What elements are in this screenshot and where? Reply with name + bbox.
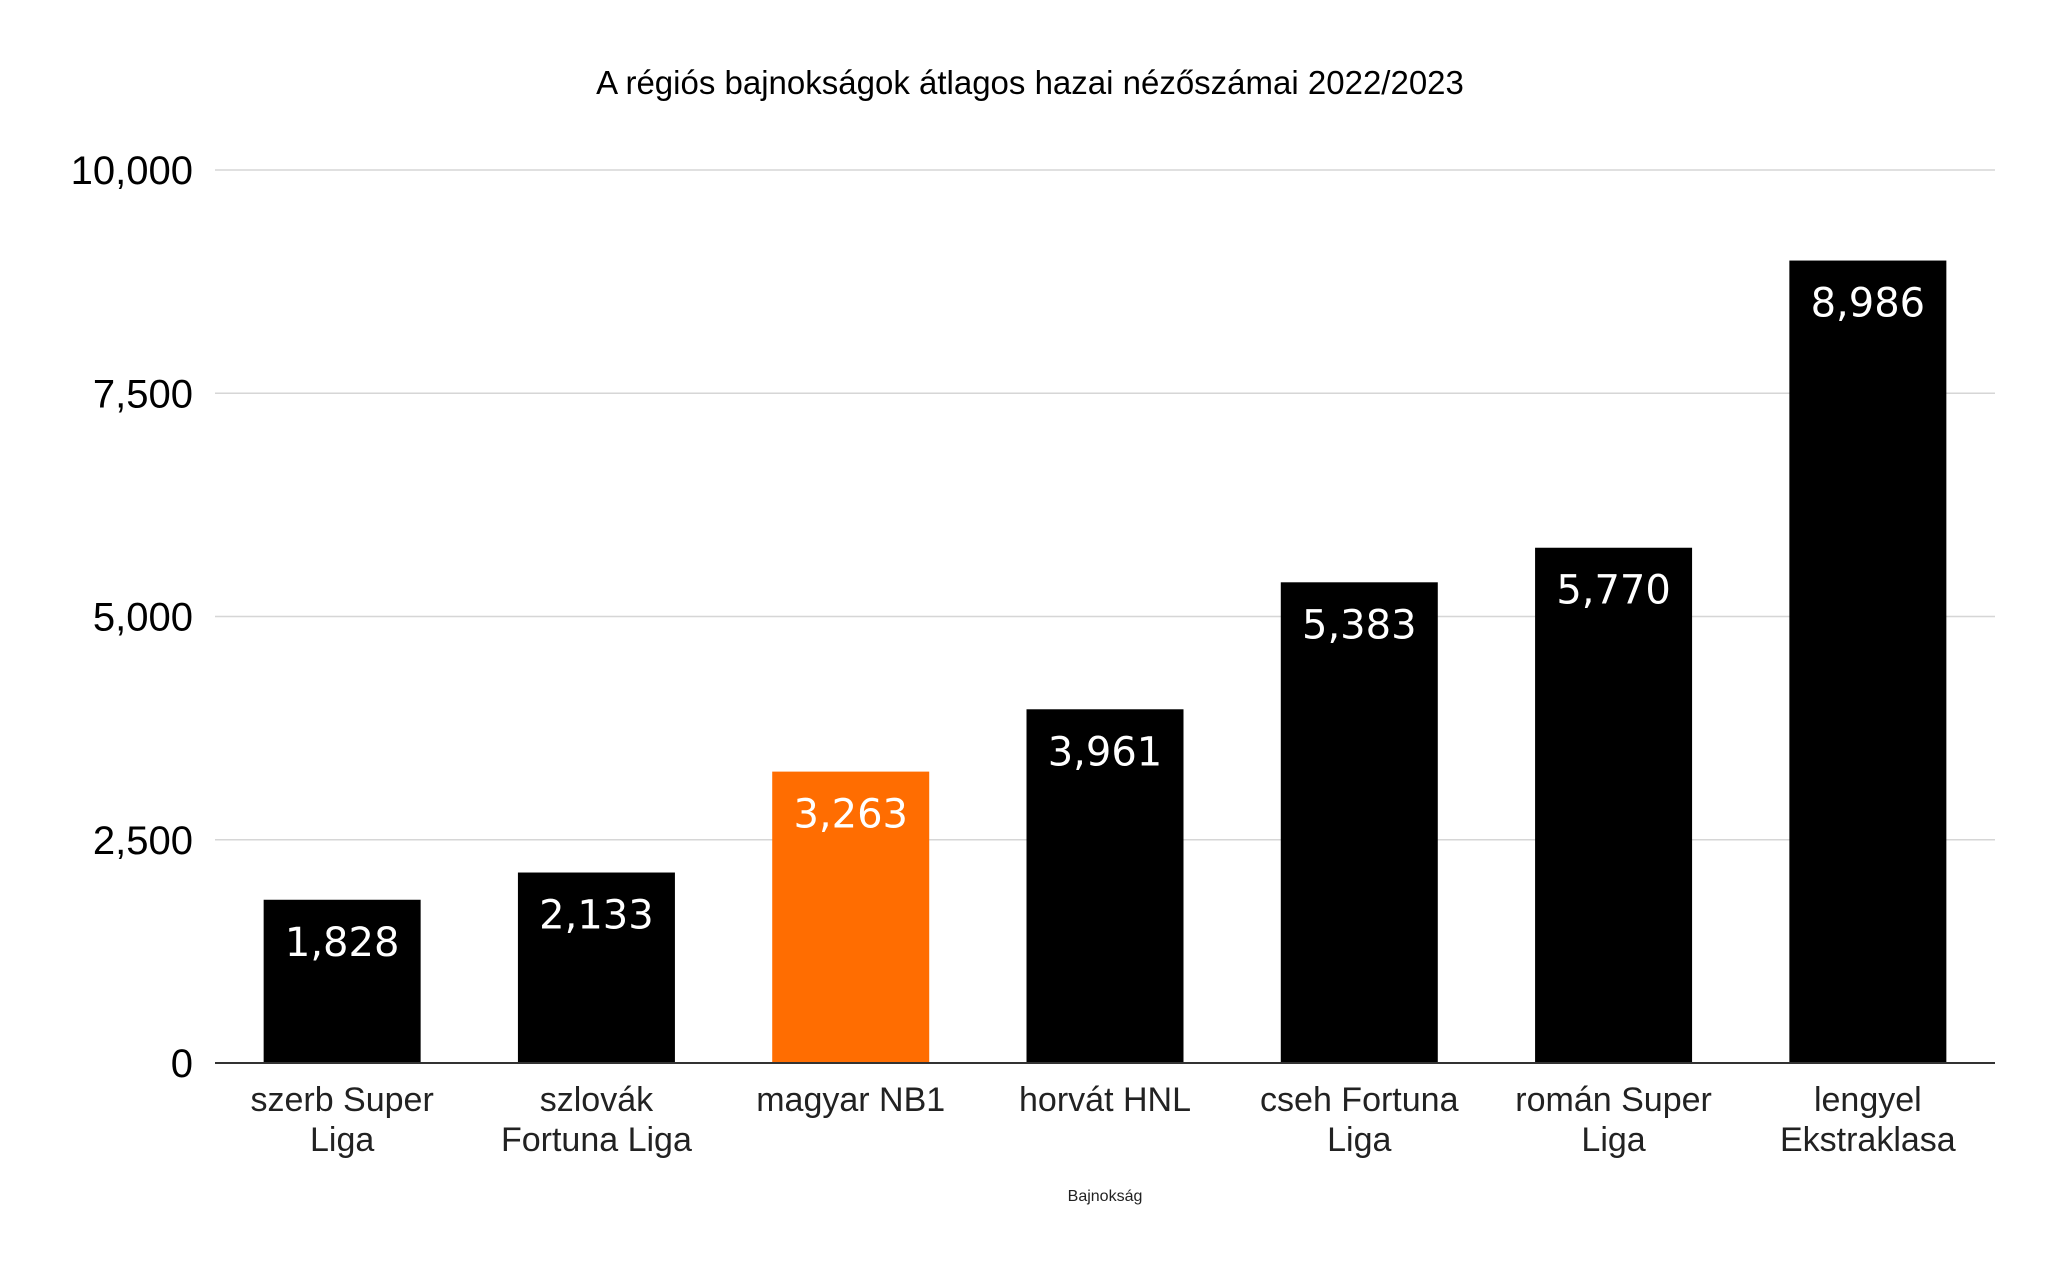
- category-label-0-line-0: szerb Super: [250, 1081, 433, 1119]
- data-label-0: 1,828: [285, 920, 400, 966]
- category-label-2: magyar NB1: [756, 1081, 945, 1119]
- category-label-4-line-0: cseh Fortuna: [1260, 1081, 1459, 1119]
- category-label-4: cseh Fortuna Liga: [1260, 1081, 1459, 1159]
- bar-1: [517, 872, 675, 1063]
- category-label-5-line-1: Liga: [1581, 1121, 1645, 1159]
- y-tick-label-4: 10,000: [71, 149, 193, 193]
- category-label-4-line-1: Liga: [1327, 1121, 1391, 1159]
- category-label-6-line-0: lengyel: [1814, 1081, 1922, 1119]
- category-label-5: román Super Liga: [1515, 1081, 1712, 1159]
- y-tick-label-3: 7,500: [93, 372, 193, 416]
- category-label-3: horvát HNL: [1019, 1081, 1191, 1119]
- bar-4: [1280, 582, 1438, 1063]
- category-label-0: szerb Super Liga: [250, 1081, 433, 1159]
- data-label-4: 5,383: [1302, 602, 1417, 648]
- category-label-6: lengyel Ekstraklasa: [1780, 1081, 1956, 1159]
- chart-title: A régiós bajnokságok átlagos hazai nézős…: [596, 64, 1464, 101]
- bar-3: [1026, 709, 1184, 1063]
- y-tick-label-1: 2,500: [93, 819, 193, 863]
- y-tick-label-2: 5,000: [93, 596, 193, 640]
- category-label-0-line-1: Liga: [310, 1121, 374, 1159]
- category-label-2-line-0: magyar NB1: [756, 1081, 945, 1119]
- data-label-3: 3,961: [1048, 729, 1163, 775]
- data-label-6: 8,986: [1811, 281, 1926, 327]
- category-label-1-line-0: szlovák: [540, 1081, 654, 1119]
- bar-0: [263, 899, 421, 1063]
- x-axis-title: Bajnokság: [1068, 1188, 1143, 1205]
- data-label-5: 5,770: [1556, 568, 1671, 614]
- bar-6: [1789, 260, 1947, 1064]
- bar-2: [772, 771, 930, 1063]
- bars: [263, 260, 1947, 1064]
- category-label-5-line-0: román Super: [1515, 1081, 1712, 1119]
- data-label-2: 3,263: [793, 792, 908, 838]
- category-label-6-line-1: Ekstraklasa: [1780, 1121, 1956, 1159]
- data-labels: 1,828 2,133 3,263 3,961 5,383 5,770 8,986: [285, 281, 1925, 966]
- category-label-1: szlovák Fortuna Liga: [501, 1081, 692, 1159]
- category-label-3-line-0: horvát HNL: [1019, 1081, 1191, 1119]
- data-label-1: 2,133: [539, 893, 654, 939]
- y-axis-tick-labels: 0 2,500 5,000 7,500 10,000: [71, 149, 193, 1086]
- category-label-1-line-1: Fortuna Liga: [501, 1121, 692, 1159]
- bar-5: [1535, 547, 1693, 1063]
- y-tick-label-0: 0: [171, 1042, 193, 1086]
